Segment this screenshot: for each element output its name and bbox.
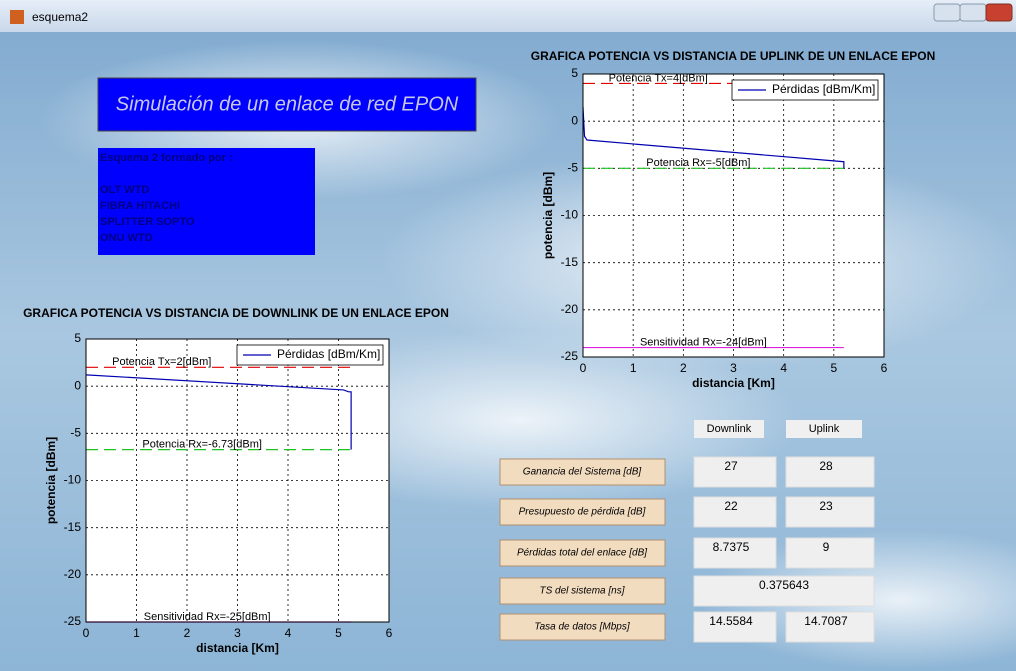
x-tick-label: 0 [580, 361, 587, 375]
plot-frame [85, 338, 390, 623]
info-line: Esquema 2 formado por : [100, 152, 233, 164]
y-tick-label: 5 [74, 331, 81, 345]
series-line [582, 106, 845, 169]
cell-value: 0.375643 [759, 578, 809, 592]
series-line [85, 374, 352, 450]
reference-label: Potencia Tx=2[dBm] [112, 356, 211, 368]
x-tick-label: 1 [133, 626, 140, 640]
close-button[interactable] [985, 3, 1013, 22]
title-bar [0, 0, 1016, 32]
info-box [98, 148, 315, 255]
column-header: Uplink [809, 423, 840, 435]
column-header-box [694, 420, 764, 438]
row-label: Pérdidas total del enlace [dB] [517, 548, 647, 559]
value-box [693, 537, 777, 569]
x-tick-label: 2 [680, 361, 687, 375]
y-tick-label: -20 [561, 302, 579, 316]
reference-label: Potencia Rx=-6.73[dBm] [142, 439, 262, 451]
x-tick-label: 5 [830, 361, 837, 375]
row-label-box [499, 577, 666, 605]
minimize-button[interactable] [933, 3, 961, 22]
chart-title: GRAFICA POTENCIA VS DISTANCIA DE DOWNLIN… [23, 306, 449, 320]
legend-label: Pérdidas [dBm/Km] [772, 82, 875, 96]
reference-label: Sensitividad Rx=-24[dBm] [640, 336, 767, 348]
y-tick-label: -15 [64, 520, 82, 534]
reference-label: Potencia Rx=-5[dBm] [646, 157, 750, 169]
y-axis-label: potencia [dBm] [541, 172, 555, 259]
row-label-box [499, 458, 666, 486]
info-line: FIBRA HITACHI [100, 200, 180, 212]
app-icon [10, 10, 24, 24]
row-label: Presupuesto de pérdida [dB] [519, 507, 646, 518]
y-tick-label: 0 [571, 113, 578, 127]
row-label-box [499, 498, 666, 526]
y-tick-label: -25 [64, 614, 82, 628]
x-tick-label: 3 [730, 361, 737, 375]
cell-value: 22 [724, 499, 738, 513]
value-box [693, 575, 875, 607]
x-tick-label: 6 [386, 626, 393, 640]
row-label: Tasa de datos [Mbps] [534, 622, 629, 633]
row-label: TS del sistema [ns] [539, 586, 624, 597]
y-tick-label: -15 [561, 255, 579, 269]
x-axis-label: distancia [Km] [692, 376, 775, 390]
x-tick-label: 4 [285, 626, 292, 640]
x-tick-label: 4 [780, 361, 787, 375]
cell-value: 9 [823, 540, 830, 554]
chart-title: GRAFICA POTENCIA VS DISTANCIA DE UPLINK … [531, 49, 935, 63]
column-header-box [786, 420, 862, 438]
maximize-button[interactable] [959, 3, 987, 22]
plot-frame [582, 73, 885, 358]
value-box [693, 496, 777, 528]
row-label: Ganancia del Sistema [dB] [523, 467, 642, 478]
legend-label: Pérdidas [dBm/Km] [277, 347, 380, 361]
y-tick-label: -5 [567, 161, 578, 175]
y-tick-label: -10 [64, 473, 82, 487]
legend-box [236, 344, 384, 366]
y-tick-label: 5 [571, 66, 578, 80]
x-tick-label: 6 [881, 361, 888, 375]
value-box [785, 537, 875, 569]
cell-value: 27 [724, 459, 738, 473]
reference-label: Sensitividad Rx=-25[dBm] [144, 611, 271, 623]
y-tick-label: -5 [70, 426, 81, 440]
x-tick-label: 2 [184, 626, 191, 640]
window-title: esquema2 [32, 10, 88, 24]
y-tick-label: -25 [561, 349, 579, 363]
y-tick-label: -20 [64, 567, 82, 581]
cell-value: 8.7375 [713, 540, 750, 554]
column-header: Downlink [707, 423, 752, 435]
header-title: Simulación de un enlace de red EPON [116, 93, 459, 115]
x-tick-label: 1 [630, 361, 637, 375]
info-line: ONU WTD [100, 232, 153, 244]
cell-value: 28 [819, 459, 833, 473]
header-box [97, 77, 477, 132]
cell-value: 23 [819, 499, 833, 513]
value-box [693, 611, 777, 643]
x-tick-label: 5 [335, 626, 342, 640]
value-box [785, 456, 875, 488]
info-line: SPLITTER SOPTO [100, 216, 195, 228]
legend-box [731, 79, 879, 101]
value-box [785, 496, 875, 528]
cell-value: 14.7087 [804, 614, 848, 628]
cell-value: 14.5584 [709, 614, 753, 628]
x-tick-label: 0 [83, 626, 90, 640]
x-tick-label: 3 [234, 626, 241, 640]
value-box [693, 456, 777, 488]
y-tick-label: -10 [561, 208, 579, 222]
x-axis-label: distancia [Km] [196, 641, 279, 655]
row-label-box [499, 613, 666, 641]
value-box [785, 611, 875, 643]
y-tick-label: 0 [74, 378, 81, 392]
info-line: OLT WTD [100, 184, 149, 196]
reference-label: Potencia Tx=4[dBm] [609, 72, 708, 84]
row-label-box [499, 539, 666, 567]
y-axis-label: potencia [dBm] [44, 437, 58, 524]
